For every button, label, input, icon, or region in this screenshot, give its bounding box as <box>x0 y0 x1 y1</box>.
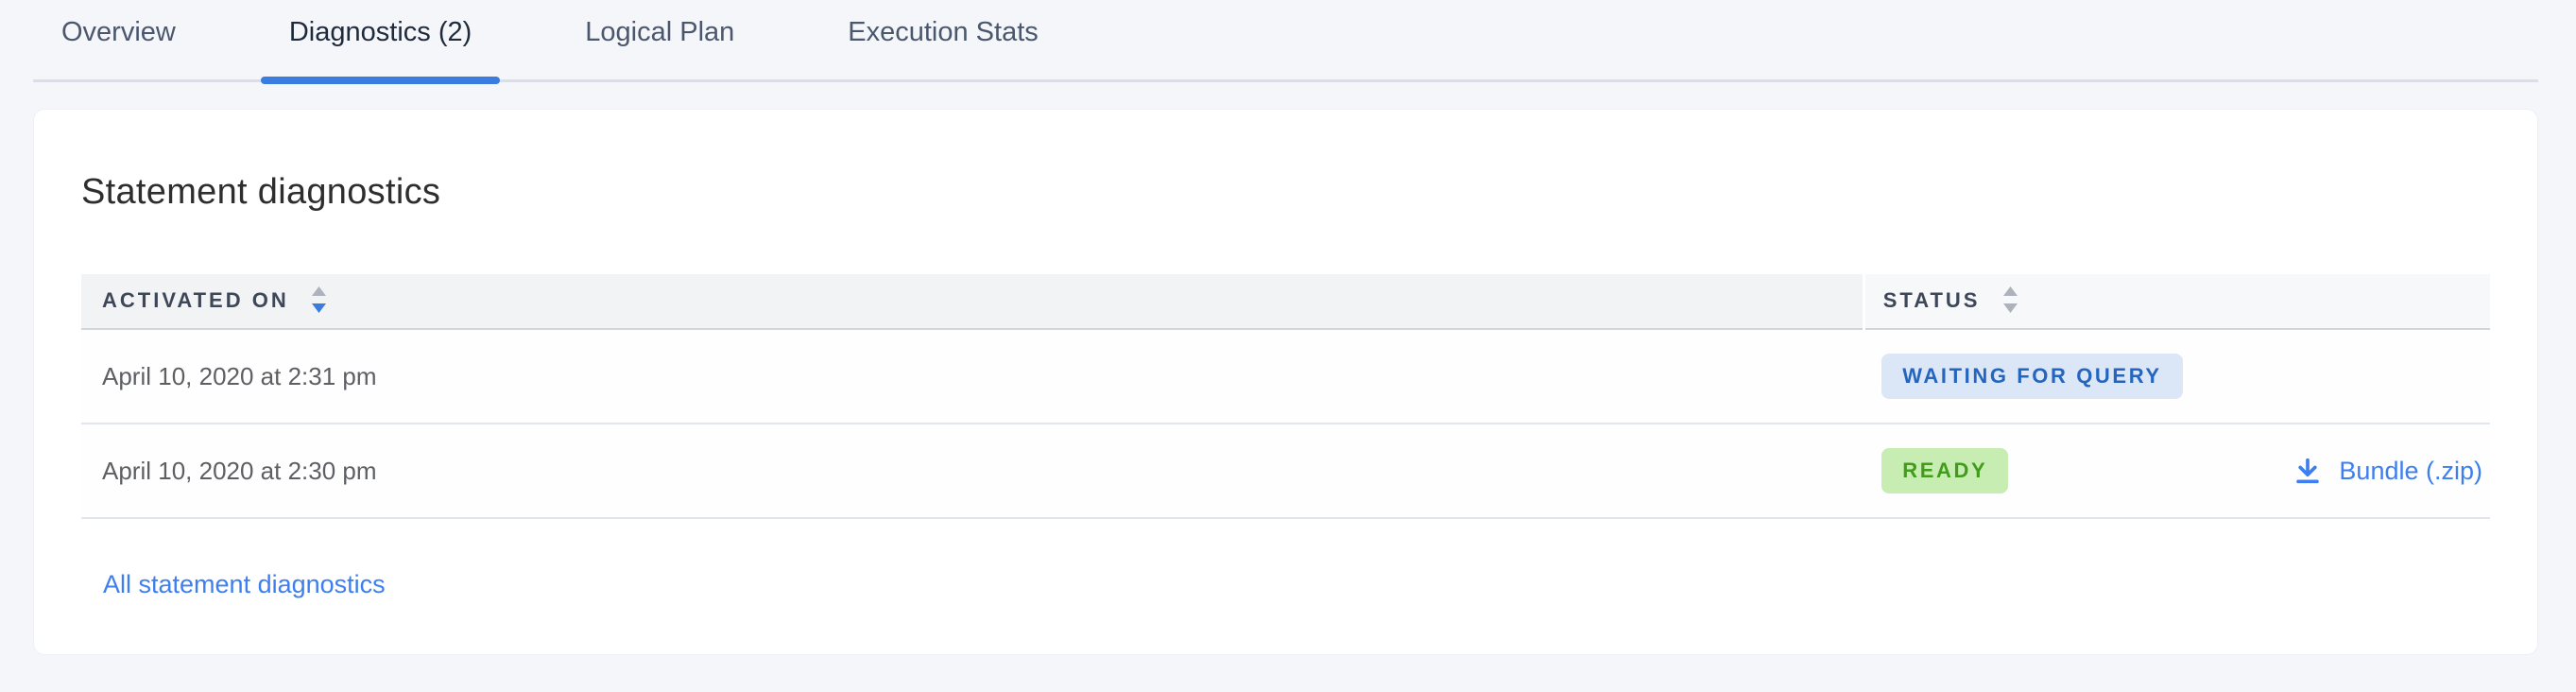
table-header-row: ACTIVATED ON STATUS <box>81 274 2490 330</box>
tab-label: Diagnostics (2) <box>288 17 472 47</box>
activated-on-cell: April 10, 2020 at 2:30 pm <box>81 424 1864 519</box>
sort-arrows-icon <box>311 285 327 314</box>
tab-execution-stats[interactable]: Execution Stats <box>819 0 1067 79</box>
diagnostics-table: ACTIVATED ON STATUS <box>81 274 2490 519</box>
tab-diagnostics[interactable]: Diagnostics (2) <box>260 0 501 84</box>
column-header-label: STATUS <box>1882 287 1981 312</box>
column-header-status[interactable]: STATUS <box>1862 274 2490 330</box>
panel-title: Statement diagnostics <box>81 172 441 212</box>
status-cell: WAITING FOR QUERY <box>1863 329 2490 424</box>
tab-label: Overview <box>61 17 176 47</box>
tab-logical-plan[interactable]: Logical Plan <box>557 0 763 79</box>
bundle-download-link[interactable]: Bundle (.zip) <box>2292 455 2482 487</box>
sort-arrows-icon <box>2002 285 2018 314</box>
tab-label: Execution Stats <box>848 17 1039 47</box>
tab-label: Logical Plan <box>585 17 735 47</box>
download-icon <box>2292 455 2324 487</box>
status-badge: WAITING FOR QUERY <box>1881 354 2183 399</box>
status-badge: READY <box>1881 448 2009 493</box>
activated-on-cell: April 10, 2020 at 2:31 pm <box>81 329 1864 424</box>
column-header-activated-on[interactable]: ACTIVATED ON <box>81 274 1864 330</box>
statement-diagnostics-card: Statement diagnostics ACTIVATED ON <box>33 109 2538 655</box>
table-row: April 10, 2020 at 2:31 pm WAITING FOR QU… <box>81 329 2490 424</box>
tab-overview[interactable]: Overview <box>33 0 204 79</box>
status-cell: READY Bundle (.zip) <box>1863 424 2490 519</box>
column-header-label: ACTIVATED ON <box>102 287 289 312</box>
tab-bar: Overview Diagnostics (2) Logical Plan Ex… <box>33 0 2538 84</box>
all-statement-diagnostics-link[interactable]: All statement diagnostics <box>103 570 386 598</box>
download-link-label: Bundle (.zip) <box>2339 456 2482 485</box>
table-row: April 10, 2020 at 2:30 pm READY <box>81 424 2490 519</box>
